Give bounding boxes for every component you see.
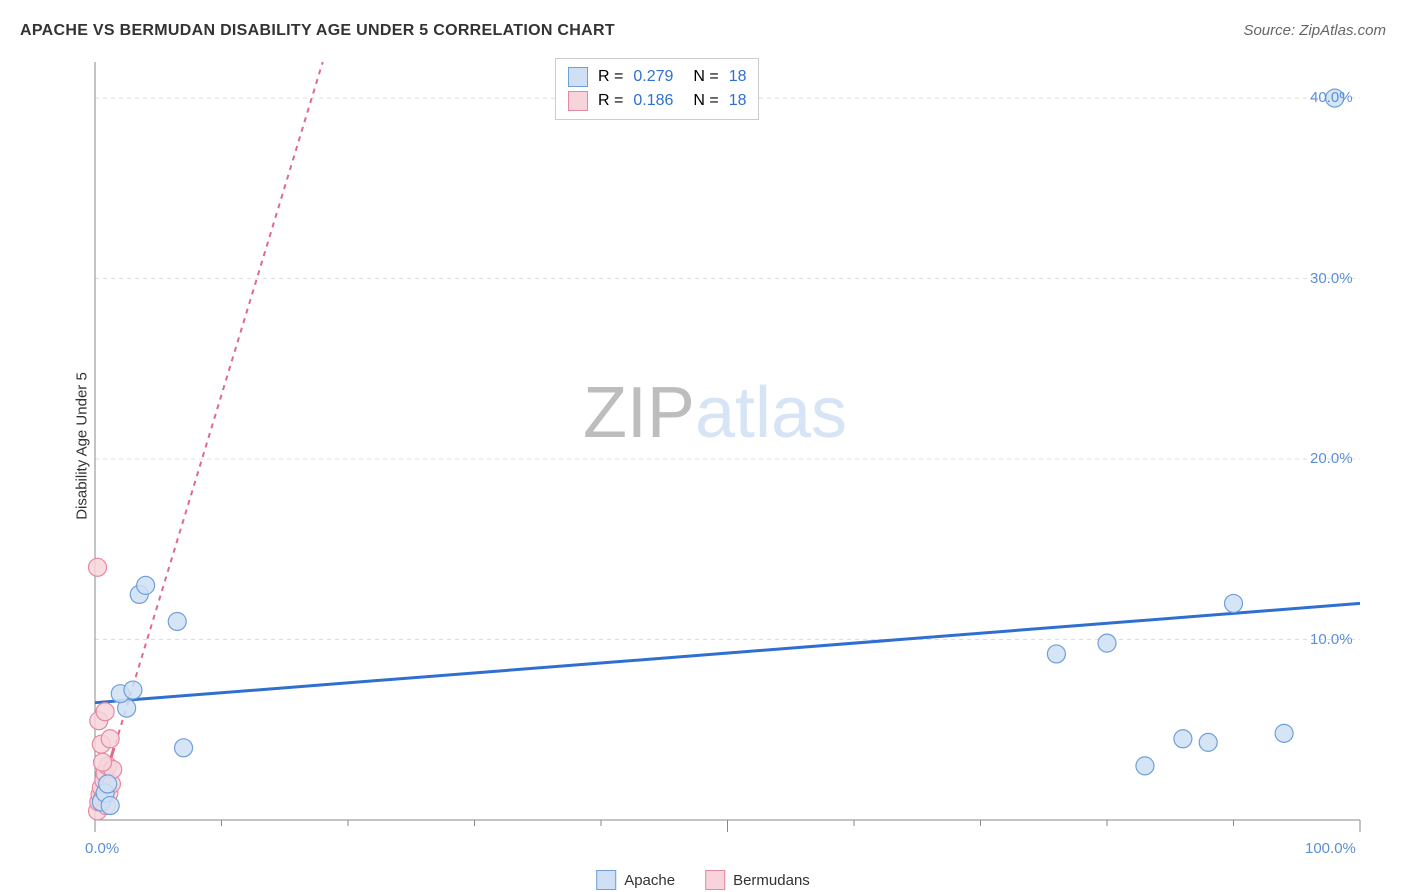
n-label: N = [693, 92, 718, 110]
n-label: N = [693, 68, 718, 86]
chart-container: APACHE VS BERMUDAN DISABILITY AGE UNDER … [0, 0, 1406, 892]
chart-svg [50, 50, 1380, 840]
legend-label: Apache [624, 872, 675, 889]
x-tick-label: 0.0% [85, 840, 119, 857]
r-value: 0.279 [633, 68, 683, 86]
legend-bottom: Apache Bermudans [596, 870, 810, 890]
y-tick-label: 30.0% [1310, 270, 1353, 287]
source-label: Source: ZipAtlas.com [1243, 22, 1386, 39]
legend-item: Bermudans [705, 870, 810, 890]
r-label: R = [598, 68, 623, 86]
y-tick-label: 10.0% [1310, 631, 1353, 648]
y-axis-label: Disability Age Under 5 [73, 372, 90, 520]
legend-stats-box: R = 0.279 N = 18 R = 0.186 N = 18 [555, 58, 759, 120]
chart-area: ZIPatlas 0.0%100.0%10.0%20.0%30.0%40.0% [50, 50, 1380, 840]
n-value: 18 [729, 92, 747, 110]
legend-label: Bermudans [733, 872, 810, 889]
legend-swatch [596, 870, 616, 890]
legend-stats-row: R = 0.279 N = 18 [568, 65, 746, 89]
x-tick-label: 100.0% [1305, 840, 1356, 857]
legend-stats-row: R = 0.186 N = 18 [568, 89, 746, 113]
r-label: R = [598, 92, 623, 110]
n-value: 18 [729, 68, 747, 86]
legend-swatch [705, 870, 725, 890]
legend-item: Apache [596, 870, 675, 890]
legend-swatch [568, 67, 588, 87]
r-value: 0.186 [633, 92, 683, 110]
y-tick-label: 40.0% [1310, 89, 1353, 106]
y-tick-label: 20.0% [1310, 450, 1353, 467]
legend-swatch [568, 91, 588, 111]
chart-title: APACHE VS BERMUDAN DISABILITY AGE UNDER … [20, 22, 615, 40]
